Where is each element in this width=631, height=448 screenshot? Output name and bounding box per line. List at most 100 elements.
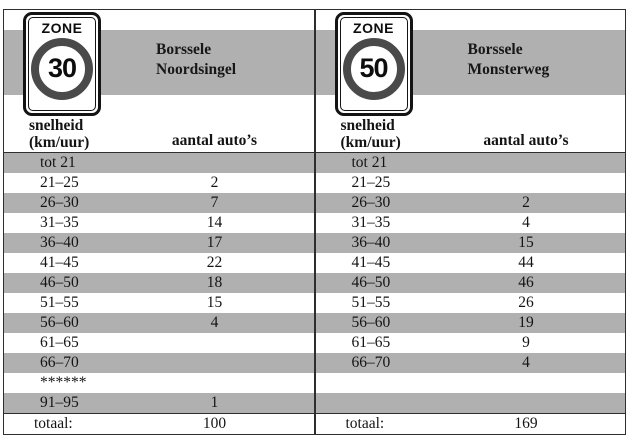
table-row: 91–95 1	[4, 393, 314, 413]
speed-range-cell: 51–55	[351, 294, 391, 311]
zone-label: ZONE	[353, 20, 394, 36]
zone-50-panel: ZONE 50 Borssele Monsterweg snelheid (km…	[313, 10, 626, 434]
table-row: 56–60 4	[4, 313, 314, 333]
speed-range-cell: 26–30	[351, 194, 391, 211]
speed-range-cell: 21–25	[40, 174, 79, 191]
table-row: 61–65 9	[316, 333, 626, 353]
data-table: tot 21 21–25 2 26–30 7 31–35 14 36–40 17 41–45 22 4…	[4, 152, 314, 413]
speed-range-cell: tot 21	[351, 154, 388, 171]
location-line1: Borssele	[156, 41, 212, 58]
speed-limit-number: 50	[359, 52, 388, 83]
speed-column-header: snelheid (km/uur)	[340, 117, 401, 151]
table-row: 36–40 17	[4, 233, 314, 253]
speed-range-cell: 26–30	[40, 194, 79, 211]
table-row: 31–35 4	[316, 213, 626, 233]
speed-range-cell: 46–50	[40, 274, 79, 291]
table-row: tot 21	[4, 153, 314, 173]
table-row: 66–70	[4, 353, 314, 373]
speed-range-cell: 61–65	[40, 334, 79, 351]
car-count-cell: 4	[210, 314, 219, 331]
car-count-cell: 19	[518, 314, 534, 331]
data-table: tot 21 21–25 26–30 2 31–35 4 36–40 15 41–45 44 46–…	[315, 152, 626, 413]
car-count-cell: 7	[210, 194, 219, 211]
speed-limit-circle-icon: 30	[31, 38, 93, 100]
zone-label: ZONE	[41, 20, 83, 36]
total-value: 100	[202, 415, 227, 432]
total-row: totaal: 100	[4, 413, 314, 434]
speed-range-cell: 56–60	[40, 314, 79, 331]
car-count-cell: 4	[522, 214, 530, 231]
speed-header-line2: (km/uur)	[29, 133, 90, 151]
speed-range-cell: 31–35	[351, 214, 391, 231]
zone-30-header: ZONE 30 Borssele Noordsingel snelheid (k…	[4, 10, 314, 152]
speed-range-cell: 36–40	[351, 234, 391, 251]
speed-range-cell: 31–35	[40, 214, 79, 231]
table-row: ******	[4, 373, 314, 393]
car-count-cell: 9	[522, 334, 530, 351]
table-row: tot 21	[315, 153, 625, 173]
zone-30-speed-sign-icon: ZONE 30	[23, 12, 101, 116]
table-row: 51–55 26	[316, 293, 626, 313]
table-row: 46–50 18	[4, 273, 314, 293]
table-row: 26–30 2	[315, 193, 625, 213]
car-count-cell: 26	[518, 294, 534, 311]
car-count-cell: 44	[518, 254, 534, 271]
location-title: Borssele Noordsingel	[156, 40, 236, 80]
speed-range-cell: 46–50	[351, 274, 391, 291]
zone-50-header: ZONE 50 Borssele Monsterweg snelheid (km…	[315, 10, 625, 152]
speed-range-cell: 66–70	[40, 354, 79, 371]
table-row: 66–70 4	[315, 353, 625, 373]
sign-inner-border: ZONE 50	[339, 17, 408, 111]
total-value: 169	[514, 415, 538, 432]
table-row	[316, 373, 626, 393]
total-label: totaal:	[34, 415, 73, 432]
table-row: 21–25	[316, 173, 626, 193]
speed-range-cell: 51–55	[40, 294, 79, 311]
speed-limit-number: 30	[47, 52, 77, 83]
table-row	[315, 393, 625, 413]
speed-range-cell: 91–95	[40, 394, 79, 411]
speed-limit-circle-icon: 50	[342, 38, 405, 100]
speed-range-cell: 21–25	[351, 174, 391, 191]
car-count-cell: 2	[522, 194, 530, 211]
table-row: 46–50 46	[315, 273, 625, 293]
car-count-cell: 15	[206, 294, 223, 311]
speed-range-cell: tot 21	[40, 154, 76, 171]
speed-range-cell: 41–45	[40, 254, 79, 271]
speed-header-line1: snelheid	[29, 117, 84, 134]
location-line2: Noordsingel	[156, 61, 237, 78]
car-count-cell: 15	[518, 234, 534, 251]
car-count-cell: 4	[522, 354, 530, 371]
speed-header-line1: snelheid	[340, 117, 395, 134]
table-row: 26–30 7	[4, 193, 314, 213]
table-row: 36–40 15	[315, 233, 625, 253]
count-column-header: aantal auto’s	[483, 132, 569, 149]
car-count-cell: 18	[206, 274, 223, 291]
car-count-cell: 22	[206, 254, 223, 271]
table-row: 31–35 14	[4, 213, 314, 233]
car-count-cell: 46	[518, 274, 534, 291]
speed-range-cell: 56–60	[351, 314, 391, 331]
car-count-cell: 17	[206, 234, 223, 251]
car-count-cell: 2	[210, 174, 219, 191]
table-row: 41–45 22	[4, 253, 314, 273]
speed-range-cell: ******	[40, 374, 87, 391]
total-label: totaal:	[345, 415, 385, 432]
zone-50-speed-sign-icon: ZONE 50	[334, 12, 413, 116]
speed-range-cell: 61–65	[351, 334, 391, 351]
speed-column-header: snelheid (km/uur)	[29, 117, 90, 151]
table-row: 56–60 19	[315, 313, 625, 333]
table-row: 51–55 15	[4, 293, 314, 313]
zone-30-panel: ZONE 30 Borssele Noordsingel snelheid (k…	[4, 10, 314, 434]
speed-range-cell: 41–45	[351, 254, 391, 271]
speed-range-cell: 36–40	[40, 234, 79, 251]
location-title: Borssele Monsterweg	[468, 40, 550, 80]
table-row: 41–45 44	[316, 253, 626, 273]
total-row: totaal: 169	[315, 413, 625, 434]
document: ZONE 30 Borssele Noordsingel snelheid (k…	[3, 9, 626, 435]
car-count-cell: 1	[210, 394, 219, 411]
table-row: 61–65	[4, 333, 314, 353]
table-row: 21–25 2	[4, 173, 314, 193]
speed-range-cell: 66–70	[351, 354, 391, 371]
sign-inner-border: ZONE 30	[28, 17, 96, 111]
